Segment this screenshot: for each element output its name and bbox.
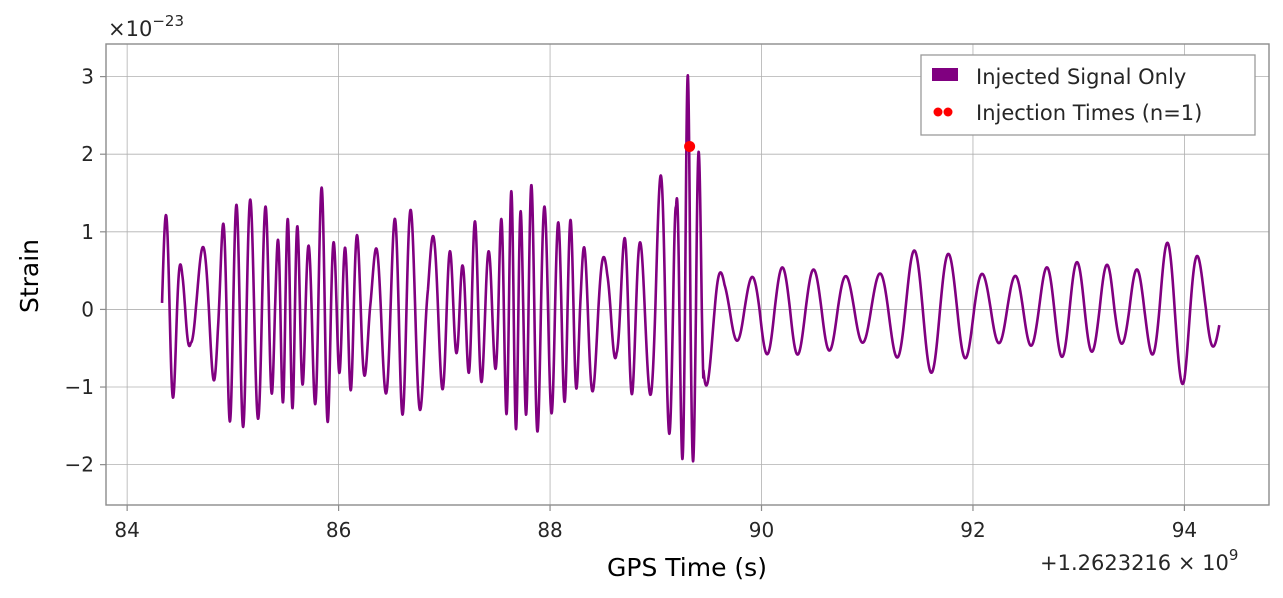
y-tick-label: 1 bbox=[81, 220, 94, 244]
y-scale-factor: ×10−23 bbox=[108, 12, 184, 41]
x-axis-label: GPS Time (s) bbox=[607, 553, 767, 582]
x-tick-label: 86 bbox=[326, 518, 351, 542]
y-tick-label: −2 bbox=[65, 453, 94, 477]
x-offset-text: +1.2623216 × 109 bbox=[1040, 546, 1238, 575]
legend-marker-injection bbox=[943, 107, 953, 117]
x-axis-ticks: 84 86 88 90 92 94 bbox=[114, 505, 1197, 542]
y-axis-ticks: −2 −1 0 1 2 3 bbox=[65, 65, 106, 477]
y-tick-label: 3 bbox=[81, 65, 94, 89]
legend-label-injection: Injection Times (n=1) bbox=[976, 101, 1202, 125]
series-layer bbox=[160, 73, 1221, 463]
plot-frame bbox=[105, 43, 1270, 506]
y-tick-label: −1 bbox=[65, 375, 94, 399]
injection-time-point bbox=[684, 140, 696, 152]
y-axis-label: Strain bbox=[15, 239, 44, 313]
legend-label-signal: Injected Signal Only bbox=[976, 65, 1186, 89]
y-tick-label: 0 bbox=[81, 297, 94, 321]
x-tick-label: 94 bbox=[1172, 518, 1197, 542]
legend: Injected Signal Only Injection Times (n=… bbox=[920, 54, 1256, 136]
legend-marker-injection bbox=[933, 107, 943, 117]
y-tick-label: 2 bbox=[81, 142, 94, 166]
x-tick-label: 88 bbox=[537, 518, 562, 542]
injected-signal-line bbox=[160, 73, 1221, 463]
x-tick-label: 84 bbox=[114, 518, 139, 542]
x-tick-label: 90 bbox=[749, 518, 774, 542]
legend-box bbox=[920, 54, 1256, 136]
x-tick-label: 92 bbox=[960, 518, 985, 542]
injection-points bbox=[684, 140, 696, 152]
legend-swatch-signal bbox=[932, 68, 958, 81]
